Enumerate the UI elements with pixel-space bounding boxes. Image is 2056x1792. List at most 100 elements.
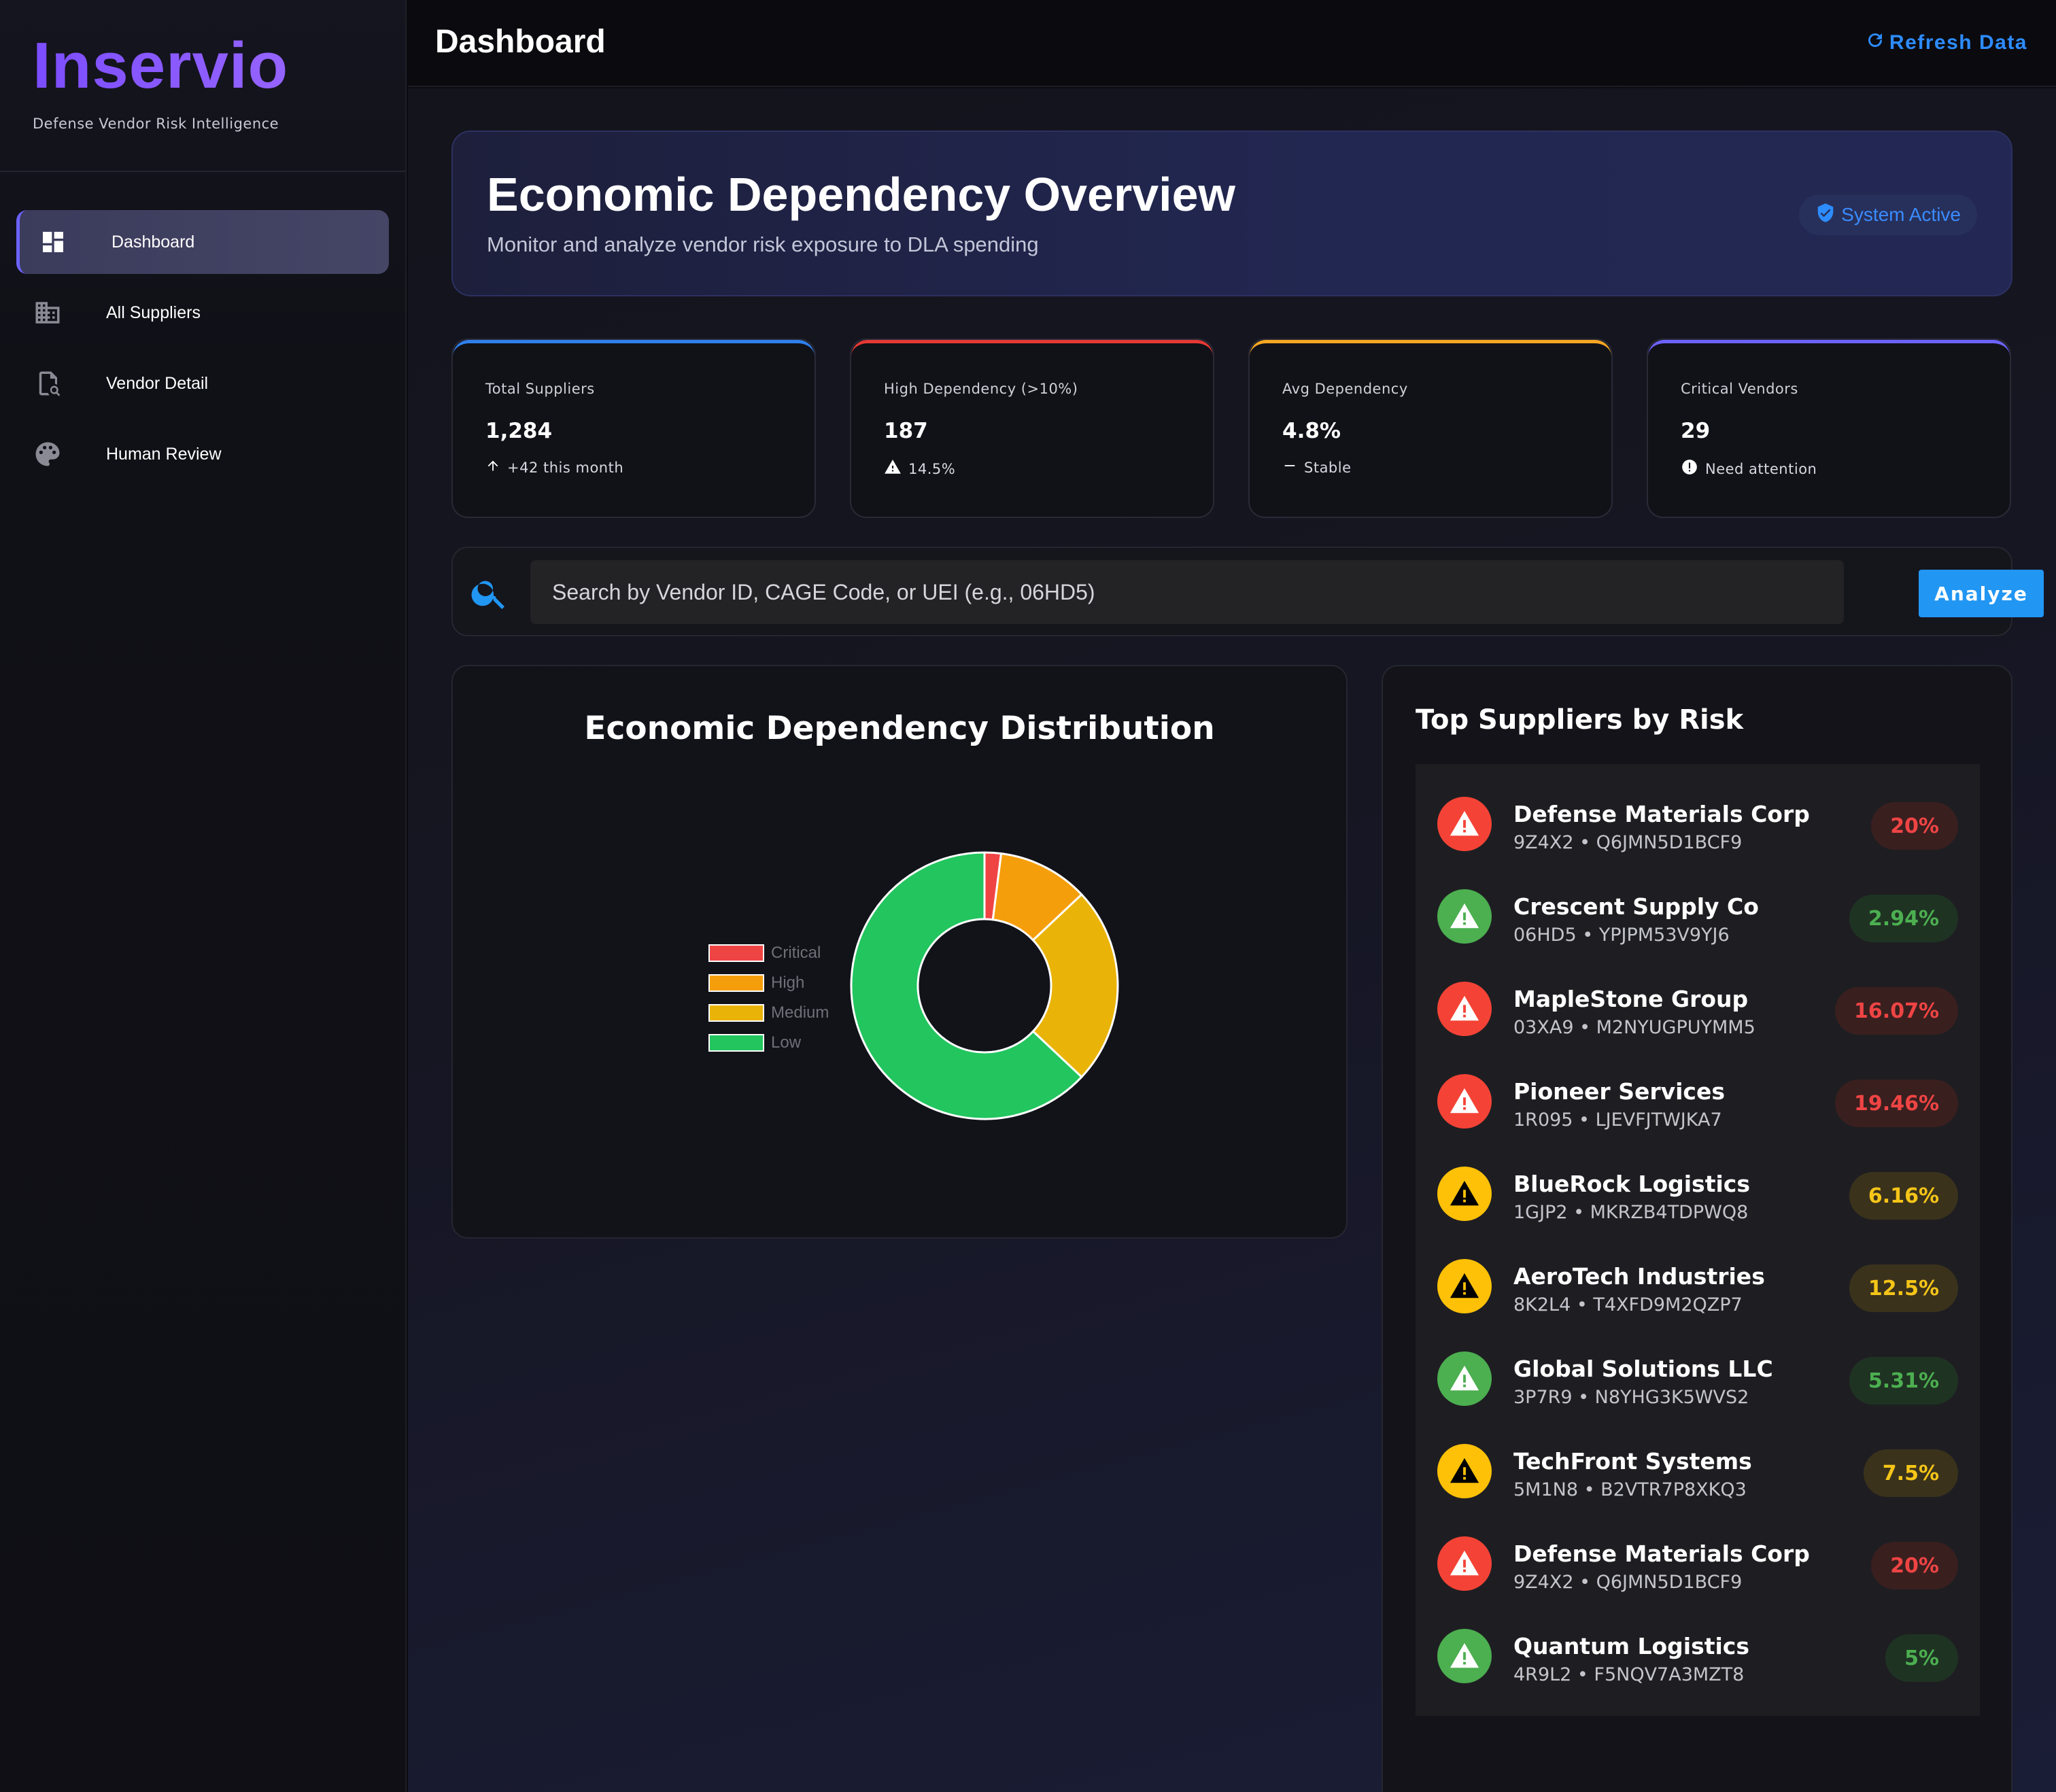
supplier-ids: 8K2L4 • T4XFD9M2QZP7 <box>1513 1294 1743 1315</box>
supplier-name: Crescent Supply Co <box>1513 893 1759 920</box>
warning-icon <box>1437 1536 1492 1591</box>
stat-value: 29 <box>1681 419 1711 443</box>
sidebar-item-human-review[interactable]: Human Review <box>16 422 389 486</box>
dependency-badge: 16.07% <box>1835 987 1958 1035</box>
legend-swatch <box>708 974 764 992</box>
list-item[interactable]: Defense Materials Corp 9Z4X2 • Q6JMN5D1BC… <box>1416 779 1980 872</box>
legend-item-low[interactable]: Low <box>708 1028 829 1058</box>
stat-trend-label: +42 this month <box>507 459 624 476</box>
legend-swatch <box>708 1034 764 1052</box>
search-input[interactable] <box>530 560 1844 624</box>
warning-icon <box>1437 889 1492 944</box>
supplier-risk-list: Defense Materials Corp 9Z4X2 • Q6JMN5D1BC… <box>1416 764 1980 1716</box>
sidebar-item-dashboard[interactable]: Dashboard <box>16 210 389 274</box>
document-search-icon <box>33 368 63 398</box>
stat-accent <box>851 340 1213 358</box>
overview-banner: Economic Dependency Overview Monitor and… <box>451 131 2012 296</box>
supplier-ids: 1GJP2 • MKRZB4TDPWQ8 <box>1513 1202 1749 1223</box>
dependency-badge: 7.5% <box>1863 1449 1958 1497</box>
supplier-ids: 9Z4X2 • Q6JMN5D1BCF9 <box>1513 832 1743 853</box>
page-title: Dashboard <box>435 24 606 60</box>
refresh-data-button[interactable]: Refresh Data <box>1865 30 2027 56</box>
sidebar-item-all-suppliers[interactable]: All Suppliers <box>16 281 389 345</box>
overview-title: Economic Dependency Overview <box>487 168 1235 221</box>
list-item[interactable]: MapleStone Group 03XA9 • M2NYUGPUYMM5 16.0… <box>1416 964 1980 1056</box>
dependency-badge: 19.46% <box>1835 1080 1958 1127</box>
stat-accent <box>1250 340 1611 358</box>
sidebar: Inservio Defense Vendor Risk Intelligenc… <box>0 0 407 1792</box>
dependency-badge: 2.94% <box>1849 895 1958 942</box>
stat-trend-label: Stable <box>1304 459 1352 476</box>
search-icon <box>469 572 510 617</box>
stat-accent <box>453 340 815 358</box>
supplier-name: TechFront Systems <box>1513 1448 1752 1475</box>
warning-icon <box>1437 1167 1492 1221</box>
analyze-button[interactable]: Analyze <box>1919 570 2044 617</box>
dependency-badge: 6.16% <box>1849 1172 1958 1220</box>
shield-check-icon <box>1815 203 1836 228</box>
dependency-badge: 20% <box>1871 1542 1958 1589</box>
dash-icon <box>1282 458 1297 477</box>
arrow-up-icon <box>485 458 500 477</box>
palette-icon <box>33 439 63 469</box>
stat-trend-label: Need attention <box>1705 460 1817 477</box>
dependency-badge: 5% <box>1885 1634 1958 1682</box>
supplier-ids: 3P7R9 • N8YHG3K5WVS2 <box>1513 1387 1749 1408</box>
warning-icon <box>1437 1259 1492 1313</box>
overview-subtitle: Monitor and analyze vendor risk exposure… <box>487 232 1039 256</box>
donut-slice-medium[interactable] <box>1031 893 1119 1079</box>
supplier-ids: 4R9L2 • F5NQV7A3MZT8 <box>1513 1664 1745 1685</box>
list-item[interactable]: Defense Materials Corp 9Z4X2 • Q6JMN5D1BC… <box>1416 1519 1980 1611</box>
stat-trend: Stable <box>1282 458 1352 477</box>
donut-slice-low[interactable] <box>850 851 1084 1120</box>
stat-label: Total Suppliers <box>485 381 595 397</box>
brand-logo[interactable]: Inservio <box>33 29 373 103</box>
warning-icon <box>1437 1444 1492 1498</box>
stat-trend-label: 14.5% <box>908 460 956 477</box>
supplier-name: MapleStone Group <box>1513 986 1749 1012</box>
stat-value: 187 <box>884 419 928 443</box>
chart-title: Economic Dependency Distribution <box>584 710 1215 747</box>
stat-value: 4.8% <box>1282 419 1341 443</box>
legend-label: Low <box>771 1033 802 1052</box>
list-item[interactable]: Pioneer Services 1R095 • LJEVFJTWJKA7 19.4… <box>1416 1056 1980 1149</box>
legend-label: Critical <box>771 944 821 962</box>
sidebar-nav: Dashboard All Suppliers Vendor Detail Hu… <box>0 172 405 486</box>
warning-icon <box>884 458 902 479</box>
warning-icon <box>1437 797 1492 851</box>
stat-card-critical-vendors: Critical Vendors 29 Need attention <box>1647 339 2011 518</box>
refresh-icon <box>1865 30 1885 56</box>
list-item[interactable]: Global Solutions LLC 3P7R9 • N8YHG3K5WVS2… <box>1416 1334 1980 1426</box>
top-suppliers-title: Top Suppliers by Risk <box>1416 704 1744 736</box>
brand: Inservio Defense Vendor Risk Intelligenc… <box>0 0 405 172</box>
stat-accent <box>1648 340 2010 358</box>
warning-icon <box>1437 1351 1492 1406</box>
stat-card-high-dependency: High Dependency (>10%) 187 14.5% <box>850 339 1214 518</box>
supplier-name: Defense Materials Corp <box>1513 1540 1810 1567</box>
stat-card-avg-dependency: Avg Dependency 4.8% Stable <box>1248 339 1613 518</box>
sidebar-item-label: Human Review <box>106 444 222 464</box>
dashboard-icon <box>38 227 68 257</box>
sidebar-item-vendor-detail[interactable]: Vendor Detail <box>16 351 389 415</box>
warning-icon <box>1437 982 1492 1036</box>
legend-item-critical[interactable]: Critical <box>708 938 829 968</box>
supplier-name: Defense Materials Corp <box>1513 801 1810 827</box>
list-item[interactable]: BlueRock Logistics 1GJP2 • MKRZB4TDPWQ8 6.… <box>1416 1149 1980 1241</box>
legend-label: High <box>771 973 805 992</box>
supplier-ids: 03XA9 • M2NYUGPUYMM5 <box>1513 1017 1755 1038</box>
building-icon <box>33 298 63 328</box>
brand-tagline: Defense Vendor Risk Intelligence <box>33 116 279 132</box>
list-item[interactable]: AeroTech Industries 8K2L4 • T4XFD9M2QZP7 1… <box>1416 1241 1980 1334</box>
sidebar-item-label: All Suppliers <box>106 303 201 322</box>
list-item[interactable]: TechFront Systems 5M1N8 • B2VTR7P8XKQ3 7.5… <box>1416 1426 1980 1519</box>
list-item[interactable]: Quantum Logistics 4R9L2 • F5NQV7A3MZT8 5% <box>1416 1611 1980 1704</box>
legend-item-medium[interactable]: Medium <box>708 998 829 1028</box>
dependency-badge: 20% <box>1871 802 1958 850</box>
dependency-badge: 12.5% <box>1849 1264 1958 1312</box>
dependency-distribution-card: Economic Dependency Distribution Critica… <box>451 665 1348 1239</box>
legend-item-high[interactable]: High <box>708 968 829 998</box>
stat-trend: +42 this month <box>485 458 623 477</box>
list-item[interactable]: Crescent Supply Co 06HD5 • YPJPM53V9YJ6 2.… <box>1416 872 1980 964</box>
supplier-ids: 06HD5 • YPJPM53V9YJ6 <box>1513 925 1730 946</box>
supplier-name: Quantum Logistics <box>1513 1633 1750 1659</box>
